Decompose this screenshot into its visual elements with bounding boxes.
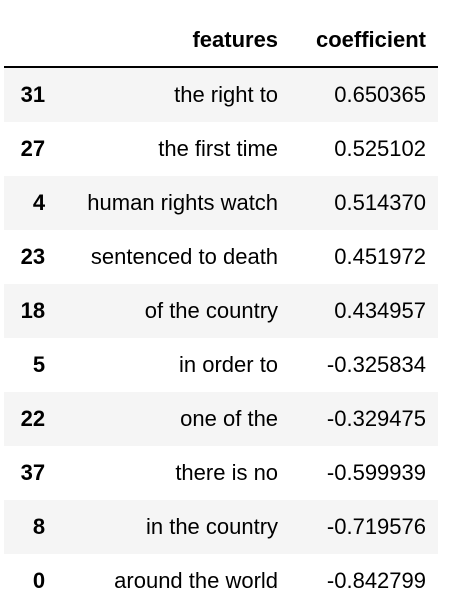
table-row: 22 one of the -0.329475 bbox=[4, 392, 438, 446]
table-row: 18 of the country 0.434957 bbox=[4, 284, 438, 338]
table-row: 8 in the country -0.719576 bbox=[4, 500, 438, 554]
table-row: 4 human rights watch 0.514370 bbox=[4, 176, 438, 230]
feature-cell: the first time bbox=[47, 122, 279, 176]
table-body: 31 the right to 0.650365 27 the first ti… bbox=[4, 67, 438, 608]
row-index: 37 bbox=[4, 446, 48, 500]
row-index: 27 bbox=[4, 122, 48, 176]
feature-cell: one of the bbox=[47, 392, 279, 446]
coefficient-cell: 0.434957 bbox=[278, 284, 438, 338]
feature-cell: sentenced to death bbox=[47, 230, 279, 284]
table-row: 27 the first time 0.525102 bbox=[4, 122, 438, 176]
coefficient-cell: 0.451972 bbox=[278, 230, 438, 284]
features-column-header: features bbox=[47, 14, 279, 68]
coefficient-cell: 0.525102 bbox=[278, 122, 438, 176]
coefficient-cell: -0.329475 bbox=[278, 392, 438, 446]
row-index: 31 bbox=[4, 67, 48, 122]
feature-cell: around the world bbox=[47, 554, 279, 608]
row-index: 4 bbox=[4, 176, 48, 230]
table-row: 0 around the world -0.842799 bbox=[4, 554, 438, 608]
row-index: 0 bbox=[4, 554, 48, 608]
feature-cell: in the country bbox=[47, 500, 279, 554]
coefficient-column-header: coefficient bbox=[278, 14, 438, 68]
coefficient-cell: 0.650365 bbox=[278, 67, 438, 122]
row-index: 5 bbox=[4, 338, 48, 392]
coefficient-cell: -0.719576 bbox=[278, 500, 438, 554]
table-row: 31 the right to 0.650365 bbox=[4, 67, 438, 122]
table-row: 5 in order to -0.325834 bbox=[4, 338, 438, 392]
feature-cell: human rights watch bbox=[47, 176, 279, 230]
row-index: 8 bbox=[4, 500, 48, 554]
row-index: 22 bbox=[4, 392, 48, 446]
feature-cell: in order to bbox=[47, 338, 279, 392]
table-row: 37 there is no -0.599939 bbox=[4, 446, 438, 500]
feature-cell: of the country bbox=[47, 284, 279, 338]
coefficient-cell: -0.325834 bbox=[278, 338, 438, 392]
coefficient-cell: -0.599939 bbox=[278, 446, 438, 500]
row-index: 18 bbox=[4, 284, 48, 338]
dataframe-table: features coefficient 31 the right to 0.6… bbox=[4, 14, 438, 608]
coefficient-cell: 0.514370 bbox=[278, 176, 438, 230]
coefficient-cell: -0.842799 bbox=[278, 554, 438, 608]
feature-cell: there is no bbox=[47, 446, 279, 500]
table-row: 23 sentenced to death 0.451972 bbox=[4, 230, 438, 284]
header-row: features coefficient bbox=[4, 14, 438, 68]
row-index: 23 bbox=[4, 230, 48, 284]
table-header: features coefficient bbox=[4, 14, 438, 68]
feature-cell: the right to bbox=[47, 67, 279, 122]
index-column-header bbox=[4, 14, 48, 68]
